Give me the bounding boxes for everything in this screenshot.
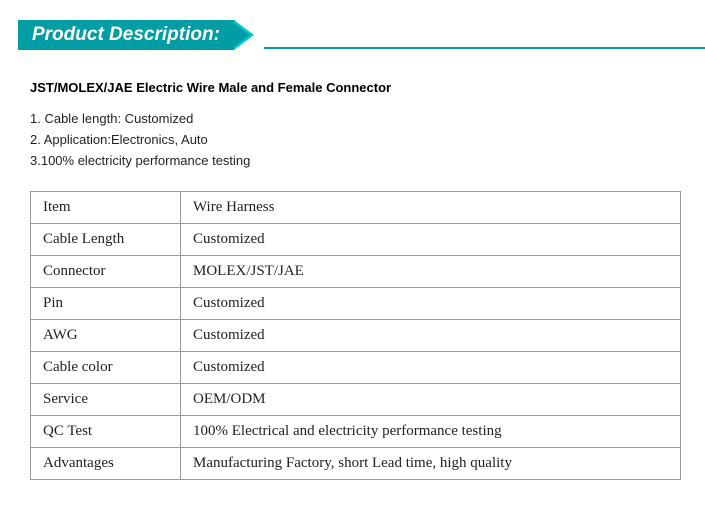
table-row: ServiceOEM/ODM [31, 384, 681, 416]
spec-key: Item [31, 192, 181, 224]
spec-key: Cable color [31, 352, 181, 384]
product-title: JST/MOLEX/JAE Electric Wire Male and Fem… [30, 80, 681, 95]
bullet-list: 1. Cable length: Customized 2. Applicati… [30, 109, 681, 171]
spec-key: Cable Length [31, 224, 181, 256]
table-row: PinCustomized [31, 288, 681, 320]
spec-key: Service [31, 384, 181, 416]
spec-value: Customized [181, 224, 681, 256]
bullet-item: 3.100% electricity performance testing [30, 151, 681, 171]
spec-key: AWG [31, 320, 181, 352]
bullet-item: 2. Application:Electronics, Auto [30, 130, 681, 150]
spec-value: Customized [181, 320, 681, 352]
spec-key: QC Test [31, 416, 181, 448]
spec-key: Advantages [31, 448, 181, 480]
spec-value: Wire Harness [181, 192, 681, 224]
spec-value: Customized [181, 288, 681, 320]
spec-value: Manufacturing Factory, short Lead time, … [181, 448, 681, 480]
table-row: QC Test100% Electrical and electricity p… [31, 416, 681, 448]
table-row: AWGCustomized [31, 320, 681, 352]
spec-value: Customized [181, 352, 681, 384]
section-header-label: Product Description: [18, 20, 234, 50]
spec-table: ItemWire HarnessCable LengthCustomizedCo… [30, 191, 681, 480]
bullet-item: 1. Cable length: Customized [30, 109, 681, 129]
spec-value: OEM/ODM [181, 384, 681, 416]
table-row: AdvantagesManufacturing Factory, short L… [31, 448, 681, 480]
section-header: Product Description: [18, 20, 705, 50]
spec-value: MOLEX/JST/JAE [181, 256, 681, 288]
spec-key: Pin [31, 288, 181, 320]
table-row: Cable colorCustomized [31, 352, 681, 384]
table-row: ItemWire Harness [31, 192, 681, 224]
section-header-rule [264, 20, 705, 49]
table-row: Cable LengthCustomized [31, 224, 681, 256]
spec-value: 100% Electrical and electricity performa… [181, 416, 681, 448]
spec-key: Connector [31, 256, 181, 288]
table-row: ConnectorMOLEX/JST/JAE [31, 256, 681, 288]
